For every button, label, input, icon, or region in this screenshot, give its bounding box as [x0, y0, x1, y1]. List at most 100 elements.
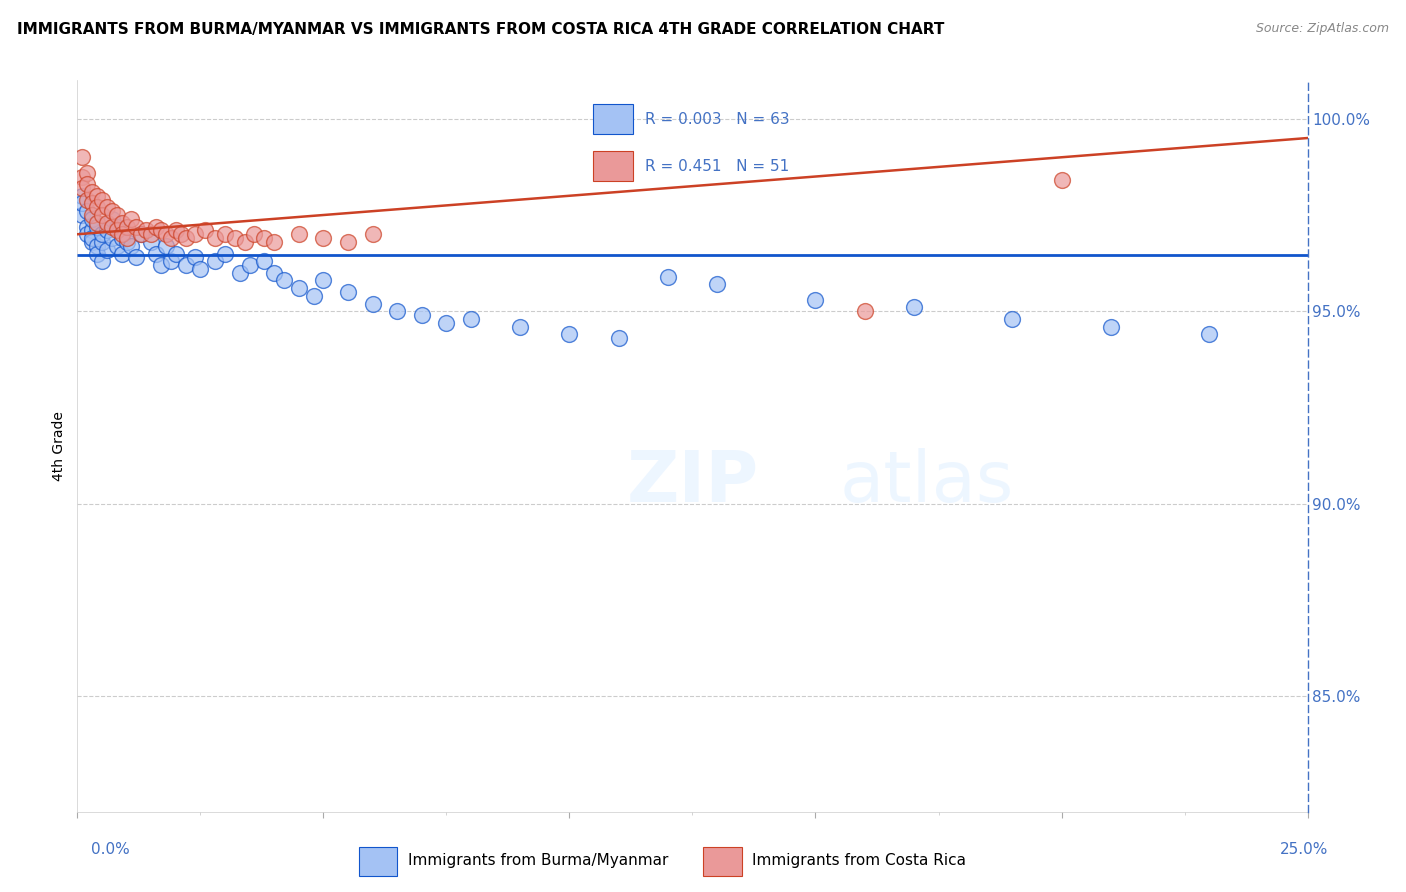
Point: [188, 261, 212, 276]
Point: [76, 204, 98, 219]
Point: [337, 235, 360, 249]
Text: 0.0%: 0.0%: [91, 842, 131, 856]
Point: [105, 219, 128, 234]
Point: [155, 239, 177, 253]
Point: [101, 211, 124, 226]
Point: [657, 269, 679, 284]
Point: [90, 193, 114, 207]
Point: [224, 231, 246, 245]
Point: [111, 227, 132, 242]
Point: [361, 296, 384, 310]
Point: [86, 200, 108, 214]
Bar: [703, 847, 742, 876]
Point: [165, 223, 187, 237]
Point: [607, 331, 630, 345]
Point: [1198, 327, 1220, 342]
Point: [155, 227, 177, 242]
Point: [184, 227, 207, 242]
Point: [460, 312, 482, 326]
Point: [174, 258, 197, 272]
Point: [204, 231, 226, 245]
Text: Source: ZipAtlas.com: Source: ZipAtlas.com: [1256, 22, 1389, 36]
Point: [145, 246, 167, 260]
Point: [82, 231, 104, 245]
Point: [86, 188, 108, 202]
Point: [145, 219, 167, 234]
Point: [70, 196, 93, 211]
Point: [121, 239, 143, 253]
Point: [263, 266, 285, 280]
Point: [509, 319, 531, 334]
Point: [70, 188, 93, 202]
Point: [243, 227, 266, 242]
Point: [228, 266, 252, 280]
Point: [160, 254, 183, 268]
Point: [115, 235, 138, 249]
Point: [903, 301, 925, 315]
Y-axis label: 4th Grade: 4th Grade: [52, 411, 66, 481]
Point: [302, 289, 325, 303]
Bar: [359, 847, 398, 876]
Point: [121, 211, 143, 226]
Point: [101, 219, 124, 234]
Point: [184, 251, 207, 265]
Point: [361, 227, 384, 242]
Point: [204, 254, 226, 268]
Text: Immigrants from Burma/Myanmar: Immigrants from Burma/Myanmar: [408, 854, 668, 868]
Point: [105, 223, 128, 237]
Point: [125, 251, 148, 265]
Bar: [593, 152, 633, 181]
Point: [194, 223, 217, 237]
Point: [170, 227, 193, 242]
Point: [76, 166, 98, 180]
Text: Immigrants from Costa Rica: Immigrants from Costa Rica: [752, 854, 966, 868]
Point: [96, 216, 118, 230]
Point: [82, 196, 104, 211]
Point: [82, 235, 104, 249]
Text: IMMIGRANTS FROM BURMA/MYANMAR VS IMMIGRANTS FROM COSTA RICA 4TH GRADE CORRELATIO: IMMIGRANTS FROM BURMA/MYANMAR VS IMMIGRA…: [17, 22, 945, 37]
Point: [312, 273, 335, 287]
Point: [86, 219, 108, 234]
Point: [411, 308, 433, 322]
Point: [70, 150, 93, 164]
Point: [86, 216, 108, 230]
Point: [160, 231, 183, 245]
Point: [129, 227, 153, 242]
Text: ZIP: ZIP: [626, 448, 759, 517]
Point: [86, 246, 108, 260]
Text: R = 0.451   N = 51: R = 0.451 N = 51: [645, 159, 790, 174]
Point: [90, 227, 114, 242]
Point: [70, 208, 93, 222]
Point: [385, 304, 409, 318]
Point: [288, 227, 311, 242]
Point: [82, 185, 104, 199]
Point: [70, 181, 93, 195]
Point: [1099, 319, 1122, 334]
Point: [853, 304, 876, 318]
Point: [76, 178, 98, 192]
Point: [239, 258, 262, 272]
Point: [558, 327, 581, 342]
Point: [804, 293, 827, 307]
Point: [233, 235, 256, 249]
Point: [115, 231, 138, 245]
Point: [82, 208, 104, 222]
Point: [96, 243, 118, 257]
Point: [253, 231, 276, 245]
Point: [312, 231, 335, 245]
Text: 25.0%: 25.0%: [1281, 842, 1329, 856]
Point: [90, 208, 114, 222]
Point: [337, 285, 360, 299]
Point: [105, 208, 128, 222]
Point: [111, 231, 132, 245]
Point: [165, 246, 187, 260]
Point: [76, 227, 98, 242]
Point: [129, 227, 153, 242]
Point: [288, 281, 311, 295]
Point: [214, 227, 236, 242]
Point: [90, 235, 114, 249]
Point: [253, 254, 276, 268]
Bar: [593, 104, 633, 134]
Point: [101, 204, 124, 219]
Point: [273, 273, 295, 287]
